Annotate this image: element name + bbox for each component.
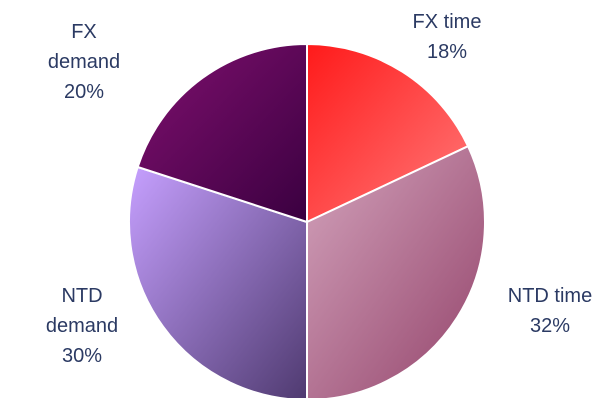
slice-value-label: 32% <box>530 315 570 337</box>
slice-name-label: NTD <box>61 285 102 307</box>
slice-name-label: FX time <box>413 11 482 33</box>
slice-value-label: 18% <box>427 41 467 63</box>
slice-label: FX time 18% <box>413 11 482 63</box>
pie-labels: FX time 18% NTD time 32% NTD demand 30% FX deman… <box>46 11 592 367</box>
pie-slice <box>306 144 486 398</box>
pie-slices <box>128 42 486 398</box>
pie-slice <box>128 165 308 398</box>
slice-value-label: 30% <box>62 345 102 367</box>
pie-slice <box>306 42 470 224</box>
slice-name-label: demand <box>48 51 120 73</box>
slice-label: NTD time 32% <box>508 285 592 337</box>
slice-name-label: FX <box>71 21 97 43</box>
pie-slice <box>136 42 308 224</box>
slice-label: NTD demand 30% <box>46 285 118 367</box>
slice-name-label: demand <box>46 315 118 337</box>
slice-label: FX demand 20% <box>48 21 120 103</box>
slice-value-label: 20% <box>64 81 104 103</box>
slice-name-label: NTD time <box>508 285 592 307</box>
